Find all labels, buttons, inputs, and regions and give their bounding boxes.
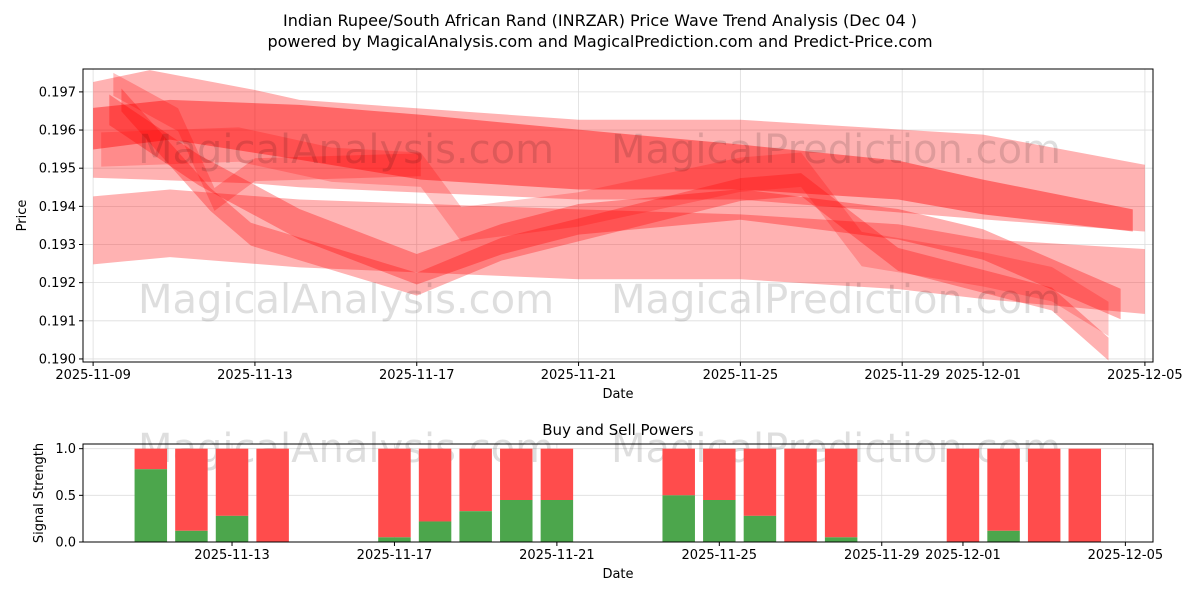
wave-band-wave-7 (113, 72, 421, 211)
subplot-title: Buy and Sell Powers (542, 421, 694, 439)
wave-band-wave-3 (93, 189, 1145, 314)
buy-bar (418, 521, 452, 542)
x-tick-label: 2025-11-17 (379, 368, 455, 383)
y-tick-label: 0.191 (39, 314, 76, 329)
y-tick-label: 0.192 (39, 276, 76, 291)
y-axis-label: Signal Strength (32, 443, 47, 543)
sell-bar (987, 448, 1020, 531)
wave-band-wave-5 (121, 88, 1109, 361)
chart-subtitle: powered by MagicalAnalysis.com and Magic… (267, 32, 932, 51)
watermark: MagicalPrediction.com (611, 277, 1061, 323)
x-tick-label: 2025-11-13 (217, 368, 293, 383)
buy-bar (703, 500, 736, 542)
buy-bar (540, 500, 574, 542)
x-tick-label: 2025-11-21 (541, 368, 617, 383)
watermark: MagicalAnalysis.com (138, 127, 554, 173)
x-axis-label: Date (602, 387, 633, 402)
sell-bar (418, 448, 452, 522)
x-tick-label: 2025-12-01 (945, 368, 1021, 383)
y-tick-label: 0.190 (39, 352, 76, 367)
watermark: MagicalAnalysis.com (138, 277, 554, 323)
buy-bar (987, 530, 1020, 542)
y-tick-label: 0.5 (55, 489, 76, 504)
y-tick-label: 0.197 (39, 85, 76, 100)
x-tick-label: 2025-11-09 (55, 368, 131, 383)
x-tick-label: 2025-12-05 (1107, 368, 1183, 383)
y-tick-label: 0.194 (39, 200, 76, 215)
sell-bar (662, 448, 695, 496)
buy-bar (215, 515, 249, 542)
x-tick-label: 2025-11-29 (844, 548, 920, 563)
watermark: MagicalPrediction.com (611, 127, 1061, 173)
x-tick-label: 2025-11-25 (703, 368, 779, 383)
buy-bar (500, 500, 533, 542)
y-tick-label: 0.195 (39, 162, 76, 177)
plot-frame (82, 443, 1154, 543)
sell-bar (946, 448, 980, 542)
buy-bar (134, 469, 168, 542)
y-tick-label: 0.193 (39, 238, 76, 253)
x-axis-label: Date (602, 567, 633, 582)
buy-bar (743, 515, 777, 542)
wave-band-wave-6 (101, 127, 1109, 337)
sell-bar (1027, 448, 1061, 542)
y-tick-label: 0.0 (55, 536, 76, 551)
wave-band-wave-4 (109, 94, 1121, 320)
wave-band-wave-2 (93, 99, 1133, 232)
y-tick-label: 0.196 (39, 124, 76, 139)
sell-bar (540, 448, 574, 500)
buy-bar (459, 511, 492, 542)
buy-bar (175, 530, 208, 542)
sell-bar (824, 448, 858, 538)
x-tick-label: 2025-11-17 (357, 548, 433, 563)
sell-bar (378, 448, 411, 538)
buy-bar (378, 537, 411, 542)
sell-bar (1068, 448, 1102, 542)
buy-bar (662, 495, 695, 542)
x-tick-label: 2025-12-01 (925, 548, 1001, 563)
sell-bar (703, 448, 736, 500)
x-tick-label: 2025-11-21 (519, 548, 595, 563)
x-tick-label: 2025-12-05 (1088, 548, 1164, 563)
plot-frame (82, 68, 1154, 363)
sell-bar (784, 448, 817, 542)
y-tick-label: 1.0 (55, 442, 76, 457)
sell-bar (256, 448, 289, 542)
wave-bands (93, 70, 1145, 361)
wave-band-wave-1 (93, 70, 1145, 232)
sell-bar (175, 448, 208, 531)
sell-bar (743, 448, 777, 516)
x-tick-label: 2025-11-29 (864, 368, 940, 383)
sell-bar (215, 448, 249, 516)
chart-title: Indian Rupee/South African Rand (INRZAR)… (283, 11, 917, 30)
x-tick-label: 2025-11-25 (682, 548, 758, 563)
x-tick-label: 2025-11-13 (194, 548, 270, 563)
sell-bar (500, 448, 533, 500)
sell-bar (134, 448, 168, 470)
sell-bar (459, 448, 492, 512)
buy-bar (824, 537, 858, 542)
y-axis-label: Price (15, 200, 30, 232)
